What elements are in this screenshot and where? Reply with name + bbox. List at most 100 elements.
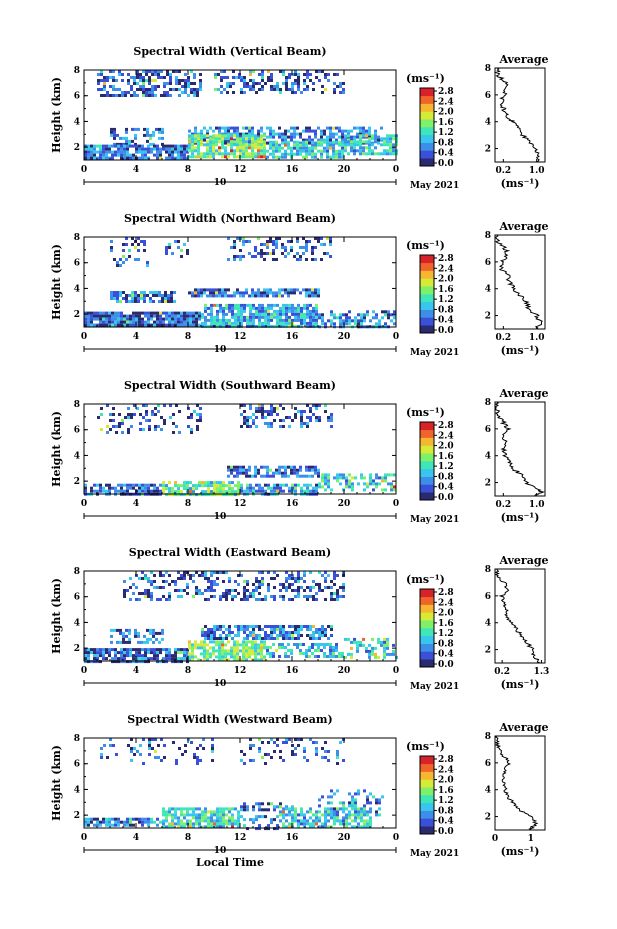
heatmap-cell [288, 598, 291, 601]
heatmap-cell [242, 465, 245, 469]
heatmap-cell [338, 135, 341, 139]
heatmap-cell [254, 465, 257, 469]
heatmap-cell [276, 318, 279, 322]
heatmap-cell [288, 416, 291, 419]
heatmap-cell [299, 132, 302, 136]
heatmap-cell [207, 487, 210, 491]
heatmap-cell [374, 129, 377, 133]
heatmap-cell [258, 489, 261, 493]
heatmap-cell [330, 813, 333, 817]
heatmap-cell [135, 311, 138, 315]
heatmap-cell [159, 651, 162, 655]
heatmap-cell [272, 252, 275, 255]
heatmap-cell [132, 320, 135, 324]
heatmap-cell [321, 322, 324, 326]
heatmap-cell [282, 73, 285, 76]
heatmap-cell [267, 625, 270, 628]
heatmap-cell [323, 140, 326, 144]
heatmap-cell [210, 589, 213, 592]
heatmap-cell [303, 79, 306, 82]
heatmap-cell [270, 318, 273, 322]
heatmap-cell [240, 486, 243, 490]
heatmap-cell [126, 654, 129, 658]
heatmap-cell [263, 294, 266, 298]
heatmap-cell [302, 643, 305, 646]
heatmap-cell [118, 425, 121, 428]
heatmap-cell [84, 483, 87, 487]
heatmap-cell [369, 473, 372, 477]
heatmap-cell [389, 137, 392, 141]
heatmap-cell [204, 484, 207, 488]
heatmap-cell [302, 146, 305, 150]
x-tick-label: 20 [338, 833, 351, 843]
heatmap-cell [272, 140, 275, 144]
heatmap-cell [134, 634, 137, 638]
heatmap-cell [299, 146, 302, 150]
heatmap-cell [320, 237, 323, 240]
heatmap-cell [84, 156, 87, 160]
heatmap-cell [192, 320, 195, 324]
heatmap-cell [302, 237, 305, 240]
heatmap-cell [219, 481, 222, 485]
heatmap-cell [227, 129, 230, 133]
heatmap-cell [156, 489, 159, 493]
heatmap-cell [341, 135, 344, 139]
heatmap-cell [133, 79, 136, 82]
heatmap-cell [191, 137, 194, 141]
heatmap-cell [186, 314, 189, 318]
heatmap-cell [252, 595, 255, 598]
heatmap-cell [263, 149, 266, 153]
heatmap-cell [236, 146, 239, 150]
heatmap-cell [332, 646, 335, 649]
heatmap-cell [218, 126, 221, 130]
heatmap-cell [288, 486, 291, 490]
heatmap-cell [108, 320, 111, 324]
heatmap-cell [206, 132, 209, 136]
heatmap-cell [152, 628, 155, 632]
heatmap-cell [237, 583, 240, 586]
heatmap-cell [117, 489, 120, 493]
heatmap-cell [145, 88, 148, 91]
heatmap-cell [272, 243, 275, 246]
heatmap-cell [305, 249, 308, 252]
heatmap-cell [227, 294, 230, 298]
heatmap-cell [158, 136, 161, 140]
heatmap-cell [243, 85, 246, 88]
heatmap-cell [248, 146, 251, 150]
heatmap-cell [327, 586, 330, 589]
heatmap-cell [204, 634, 207, 637]
heatmap-cell [296, 288, 299, 292]
heatmap-cell [302, 474, 305, 478]
heatmap-cell [223, 76, 226, 79]
heatmap-cell [174, 150, 177, 154]
heatmap-cell [321, 70, 324, 73]
heatmap-cell [240, 425, 243, 428]
heatmap-cell [154, 428, 157, 431]
heatmap-cell [192, 807, 195, 811]
heatmap-cell [210, 484, 213, 488]
heatmap-cell [216, 481, 219, 485]
heatmap-cell [332, 152, 335, 156]
heatmap-cell [321, 485, 324, 489]
heatmap-cell [199, 744, 202, 747]
heatmap-cell [351, 819, 354, 823]
heatmap-cell [136, 70, 139, 73]
heatmap-cell [126, 156, 129, 160]
heatmap-cell [359, 152, 362, 156]
heatmap-cell [278, 643, 281, 646]
heatmap-cell [356, 143, 359, 147]
heatmap-cell [252, 413, 255, 416]
heatmap-cell [111, 823, 114, 827]
heatmap-cell [183, 311, 186, 315]
heatmap-cell [312, 404, 315, 407]
heatmap-cell [163, 404, 166, 407]
heatmap-cell [235, 76, 238, 79]
heatmap-cell [353, 146, 356, 150]
heatmap-cell [362, 643, 365, 647]
heatmap-cell [129, 317, 132, 321]
average-x-label: (ms⁻¹) [501, 177, 540, 190]
heatmap-cell [350, 149, 353, 153]
heatmap-cell [261, 416, 264, 419]
heatmap-cell [209, 640, 212, 644]
heatmap-cell [279, 631, 282, 634]
